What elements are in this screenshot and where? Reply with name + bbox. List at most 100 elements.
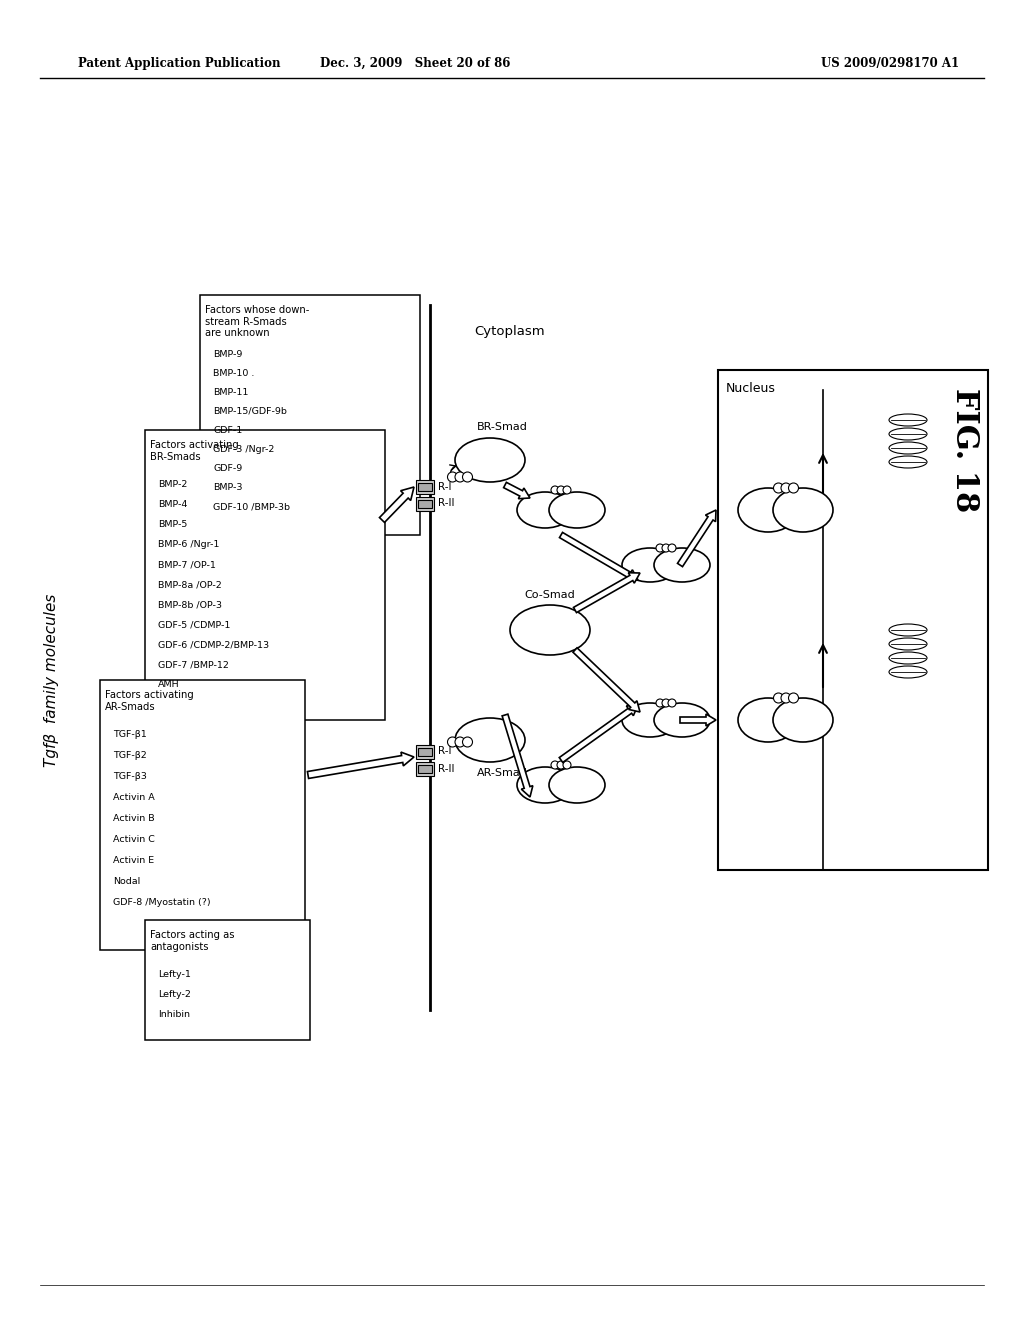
Text: Nodal: Nodal xyxy=(113,876,140,886)
Text: Factors activating
BR-Smads: Factors activating BR-Smads xyxy=(150,440,239,462)
Text: TGF-β1: TGF-β1 xyxy=(113,730,146,739)
Circle shape xyxy=(455,473,465,482)
Text: GDF-9: GDF-9 xyxy=(213,465,243,473)
Ellipse shape xyxy=(622,704,678,737)
Text: BMP-8a /OP-2: BMP-8a /OP-2 xyxy=(158,579,222,589)
Bar xyxy=(418,483,432,491)
Circle shape xyxy=(463,737,472,747)
Text: GDF-5 /CDMP-1: GDF-5 /CDMP-1 xyxy=(158,620,230,630)
Text: GDF-10 /BMP-3b: GDF-10 /BMP-3b xyxy=(213,502,290,511)
Text: BMP-2: BMP-2 xyxy=(158,480,187,488)
Circle shape xyxy=(662,544,670,552)
Ellipse shape xyxy=(622,548,678,582)
Text: GDF-1: GDF-1 xyxy=(213,426,243,436)
Text: TGF-β2: TGF-β2 xyxy=(113,751,146,760)
Text: Lefty-1: Lefty-1 xyxy=(158,970,190,979)
Bar xyxy=(416,479,434,494)
Text: US 2009/0298170 A1: US 2009/0298170 A1 xyxy=(821,57,959,70)
Text: GDF-3 /Ngr-2: GDF-3 /Ngr-2 xyxy=(213,445,274,454)
Text: BMP-15/GDF-9b: BMP-15/GDF-9b xyxy=(213,407,287,416)
Polygon shape xyxy=(502,714,532,797)
Text: Tgfβ  family molecules: Tgfβ family molecules xyxy=(44,593,59,767)
Ellipse shape xyxy=(889,455,927,469)
Ellipse shape xyxy=(889,652,927,664)
Text: FIG. 18: FIG. 18 xyxy=(949,388,981,512)
Ellipse shape xyxy=(654,704,710,737)
Ellipse shape xyxy=(549,492,605,528)
Text: BMP-5: BMP-5 xyxy=(158,520,187,529)
Ellipse shape xyxy=(455,438,525,482)
Ellipse shape xyxy=(654,548,710,582)
Text: BMP-6 /Ngr-1: BMP-6 /Ngr-1 xyxy=(158,540,219,549)
Text: AMH: AMH xyxy=(158,680,179,689)
Text: Factors whose down-
stream R-Smads
are unknown: Factors whose down- stream R-Smads are u… xyxy=(205,305,309,338)
FancyBboxPatch shape xyxy=(100,680,305,950)
Ellipse shape xyxy=(549,767,605,803)
Text: Dec. 3, 2009   Sheet 20 of 86: Dec. 3, 2009 Sheet 20 of 86 xyxy=(319,57,510,70)
Bar xyxy=(418,499,432,507)
Text: Factors acting as
antagonists: Factors acting as antagonists xyxy=(150,931,234,952)
Ellipse shape xyxy=(889,428,927,440)
Circle shape xyxy=(551,486,559,494)
Bar xyxy=(416,496,434,511)
Ellipse shape xyxy=(889,442,927,454)
Circle shape xyxy=(788,693,799,704)
Text: R-II: R-II xyxy=(438,499,455,508)
Text: GDF-6 /CDMP-2/BMP-13: GDF-6 /CDMP-2/BMP-13 xyxy=(158,640,269,649)
Text: BMP-11: BMP-11 xyxy=(213,388,249,397)
Ellipse shape xyxy=(773,698,833,742)
Text: Activin B: Activin B xyxy=(113,814,155,822)
Bar xyxy=(418,747,432,755)
Text: BMP-8b /OP-3: BMP-8b /OP-3 xyxy=(158,601,222,609)
Circle shape xyxy=(557,762,565,770)
Circle shape xyxy=(668,700,676,708)
FancyBboxPatch shape xyxy=(718,370,988,870)
Ellipse shape xyxy=(889,624,927,636)
Text: Patent Application Publication: Patent Application Publication xyxy=(78,57,281,70)
Circle shape xyxy=(668,544,676,552)
Circle shape xyxy=(447,473,458,482)
Polygon shape xyxy=(573,648,640,711)
Circle shape xyxy=(773,693,783,704)
Text: Co-Smad: Co-Smad xyxy=(524,590,575,601)
Polygon shape xyxy=(573,573,640,612)
Polygon shape xyxy=(680,714,716,726)
Text: Lefty-2: Lefty-2 xyxy=(158,990,190,999)
Bar xyxy=(416,744,434,759)
Ellipse shape xyxy=(889,638,927,649)
Text: Activin E: Activin E xyxy=(113,855,155,865)
Circle shape xyxy=(557,486,565,494)
FancyBboxPatch shape xyxy=(145,430,385,719)
Text: GDF-8 /Myostatin (?): GDF-8 /Myostatin (?) xyxy=(113,898,211,907)
Text: AR-Smad: AR-Smad xyxy=(476,768,527,777)
Circle shape xyxy=(455,737,465,747)
Text: BMP-9: BMP-9 xyxy=(213,350,243,359)
Text: TGF-β3: TGF-β3 xyxy=(113,772,146,781)
Polygon shape xyxy=(504,482,530,499)
Circle shape xyxy=(781,693,791,704)
Text: Cytoplasm: Cytoplasm xyxy=(475,325,546,338)
Polygon shape xyxy=(559,532,638,579)
Ellipse shape xyxy=(738,698,798,742)
Text: Activin C: Activin C xyxy=(113,836,155,843)
Text: BMP-7 /OP-1: BMP-7 /OP-1 xyxy=(158,560,216,569)
Polygon shape xyxy=(380,487,414,523)
Circle shape xyxy=(773,483,783,492)
Circle shape xyxy=(463,473,472,482)
Text: Factors activating
AR-Smads: Factors activating AR-Smads xyxy=(105,690,194,711)
Ellipse shape xyxy=(517,767,573,803)
Text: Inhibin: Inhibin xyxy=(158,1010,190,1019)
Circle shape xyxy=(781,483,791,492)
Circle shape xyxy=(563,486,571,494)
Circle shape xyxy=(447,737,458,747)
Polygon shape xyxy=(559,705,638,763)
Text: BR-Smad: BR-Smad xyxy=(476,422,527,432)
Circle shape xyxy=(656,544,664,552)
Text: Nucleus: Nucleus xyxy=(726,381,776,395)
Circle shape xyxy=(563,762,571,770)
Text: R-I: R-I xyxy=(438,482,452,491)
Bar xyxy=(416,762,434,776)
Text: R-II: R-II xyxy=(438,763,455,774)
Polygon shape xyxy=(307,752,414,779)
Text: BMP-4: BMP-4 xyxy=(158,500,187,510)
